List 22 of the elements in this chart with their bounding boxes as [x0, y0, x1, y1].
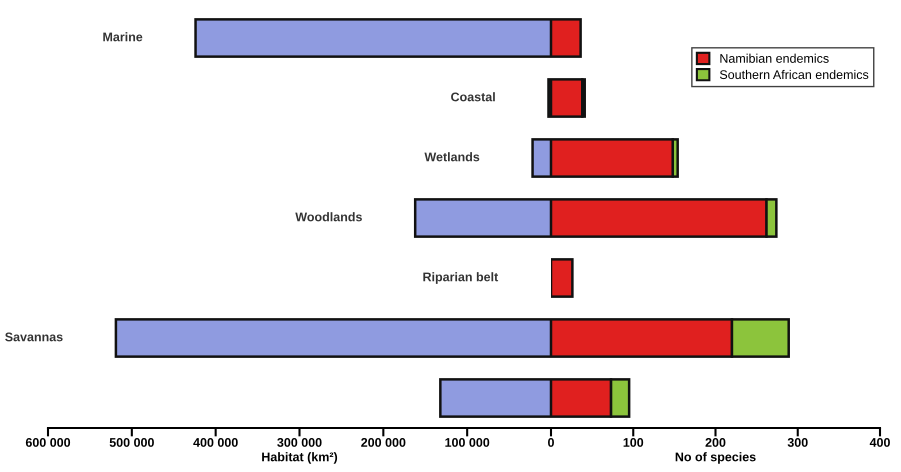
x-tick-label: 300 000	[277, 438, 322, 447]
legend-label: Namibian endemics	[720, 54, 829, 63]
x-tick-label: 0	[548, 438, 554, 447]
x-axis-title: No of species	[676, 452, 756, 464]
x-axis-title: Habitat (km²)	[262, 452, 338, 464]
y-tick-label: Riparian belt	[423, 272, 498, 284]
y-tick-label: Wetlands	[424, 152, 480, 162]
x-tick-label: 100 000	[445, 438, 490, 447]
x-tick-label: 400	[870, 438, 890, 447]
x-tick-label: 500 000	[110, 438, 154, 447]
x-tick-label: 600 000	[26, 438, 70, 447]
bar	[551, 258, 574, 298]
x-tick-label: 100	[624, 438, 644, 447]
x-tick-label: 400 000	[193, 438, 238, 447]
y-tick-label: Coastal	[451, 92, 495, 102]
y-tick-label: Woodlands	[295, 212, 362, 222]
legend-label: Southern African endemics	[720, 70, 868, 80]
x-tick-label: 200 000	[361, 438, 406, 447]
x-tick-label: 200	[706, 438, 726, 447]
x-tick-label: 300	[788, 438, 808, 447]
y-tick-label: Savannas	[5, 332, 63, 342]
y-tick-label: Marine	[103, 32, 142, 42]
